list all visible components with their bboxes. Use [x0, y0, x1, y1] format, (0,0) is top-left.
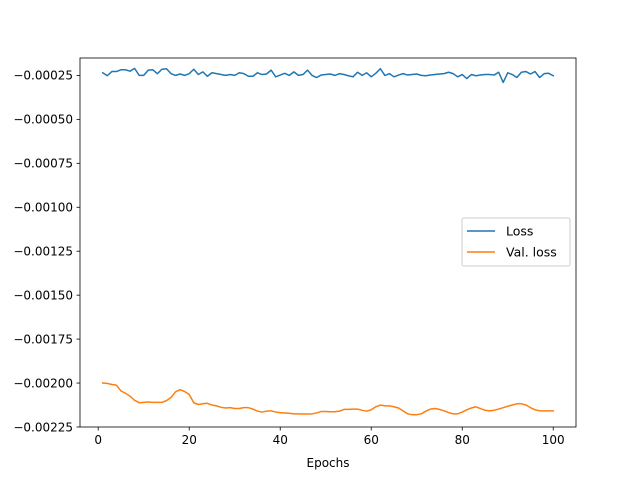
legend-box	[461, 217, 571, 267]
y-tick-label: −0.00100	[13, 201, 73, 215]
x-tick-label: 40	[273, 433, 288, 447]
y-tick-label: −0.00175	[13, 332, 73, 346]
x-axis-label: Epochs	[307, 456, 350, 470]
y-tick-label: −0.00200	[13, 376, 73, 390]
y-axis: −0.00025 −0.00050 −0.00075 −0.00100 −0.00125…	[13, 69, 80, 434]
legend-label-val-loss: Val. loss	[506, 245, 557, 260]
x-tick-label: 80	[455, 433, 470, 447]
x-tick-label: 60	[364, 433, 379, 447]
axes-frame	[79, 57, 577, 428]
series-layer	[101, 67, 555, 416]
y-tick-label: −0.00225	[13, 420, 73, 434]
x-tick-label: 0	[94, 433, 102, 447]
axes-spines	[79, 57, 577, 428]
x-tick-label: 100	[542, 433, 565, 447]
series-line-val-loss	[101, 382, 554, 416]
legend: Loss Val. loss	[461, 217, 571, 267]
series-line-loss	[101, 67, 555, 84]
y-tick-label: −0.00125	[13, 245, 73, 259]
y-tick-label: −0.00050	[13, 113, 73, 127]
y-tick-label: −0.00075	[13, 157, 73, 171]
y-tick-label: −0.00150	[13, 288, 73, 302]
x-axis: 0 20 40 60 80 100	[94, 427, 565, 447]
y-tick-label: −0.00025	[13, 69, 73, 83]
x-tick-label: 20	[182, 433, 197, 447]
legend-label-loss: Loss	[506, 224, 533, 239]
